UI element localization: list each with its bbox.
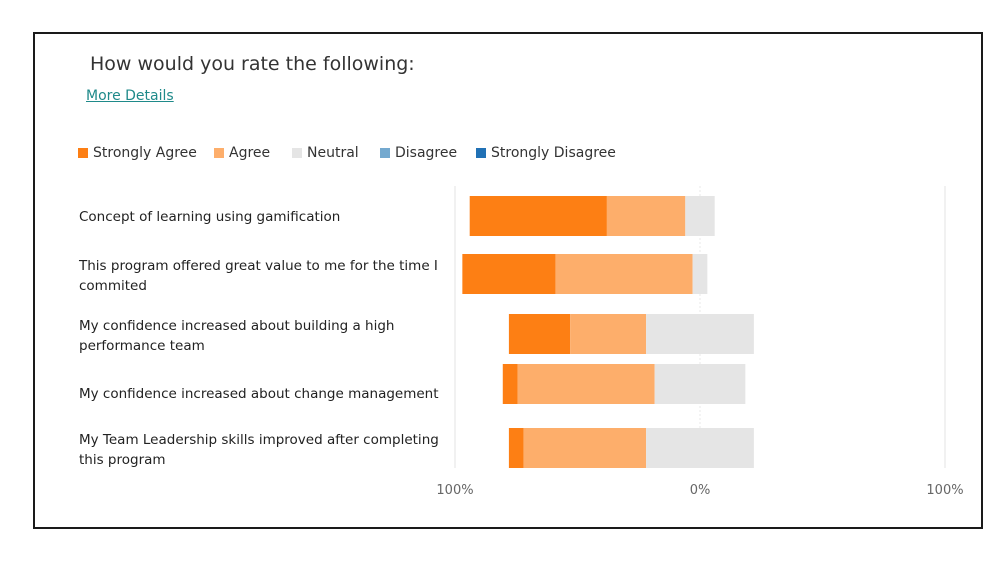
x-tick-label-1: 0%: [690, 483, 711, 498]
row-label-team-leadership: My Team Leadership skills improved after…: [79, 432, 439, 468]
legend-item-disagree[interactable]: Disagree: [380, 145, 457, 161]
bar-neutral-my-team-leadership-skills-impr: [646, 428, 754, 468]
bar-agree-my-team-leadership-skills-impr: [523, 428, 647, 468]
bar-agree-my-confidence-increased-about-: [517, 364, 655, 404]
bar-agree-concept-of-learning-using-gami: [606, 196, 686, 236]
legend-item-neutral[interactable]: Neutral: [292, 145, 359, 161]
legend-label: Neutral: [307, 145, 359, 161]
bar-neutral-this-program-offered-great-val: [692, 254, 708, 294]
legend-swatch: [214, 148, 224, 158]
bar-strongly-agree-this-program-offered-great-val: [462, 254, 556, 294]
legend-item-agree[interactable]: Agree: [214, 145, 270, 161]
legend-swatch: [476, 148, 486, 158]
legend-label: Strongly Agree: [93, 145, 197, 161]
bar-strongly-agree-my-team-leadership-skills-impr: [508, 428, 524, 468]
bar-strongly-agree-concept-of-learning-using-gami: [469, 196, 607, 236]
x-tick-label-2: 100%: [926, 483, 963, 498]
legend-label: Strongly Disagree: [491, 145, 616, 161]
legend-item-strongly-disagree[interactable]: Strongly Disagree: [476, 145, 616, 161]
bar-strongly-agree-my-confidence-increased-about-: [502, 364, 518, 404]
more-details-link[interactable]: More Details: [86, 88, 174, 104]
legend-swatch: [78, 148, 88, 158]
bar-neutral-my-confidence-increased-about-: [646, 314, 754, 354]
row-label-change-management: My confidence increased about change man…: [79, 386, 439, 402]
page-title: How would you rate the following:: [90, 53, 415, 75]
bar-agree-my-confidence-increased-about-: [570, 314, 647, 354]
row-label-program-value: This program offered great value to me f…: [79, 258, 438, 294]
bar-neutral-concept-of-learning-using-gami: [685, 196, 715, 236]
legend-label: Agree: [229, 145, 271, 161]
row-label-gamification: Concept of learning using gamification: [79, 209, 341, 225]
legend-swatch: [380, 148, 390, 158]
bar-strongly-agree-my-confidence-increased-about-: [508, 314, 571, 354]
legend-label: Disagree: [395, 145, 458, 161]
bar-neutral-my-confidence-increased-about-: [654, 364, 746, 404]
x-tick-label-0: 100%: [436, 483, 473, 498]
legend-swatch: [292, 148, 302, 158]
row-label-high-performance-team: My confidence increased about building a…: [79, 318, 395, 354]
legend-item-strongly-agree[interactable]: Strongly Agree: [78, 145, 197, 161]
bar-agree-this-program-offered-great-val: [555, 254, 693, 294]
